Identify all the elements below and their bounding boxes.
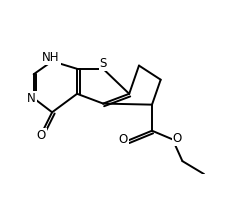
Text: S: S: [99, 57, 106, 70]
Text: O: O: [37, 129, 46, 141]
Text: O: O: [118, 133, 127, 146]
Text: N: N: [27, 92, 36, 105]
Text: O: O: [172, 132, 181, 145]
Text: NH: NH: [42, 51, 59, 64]
